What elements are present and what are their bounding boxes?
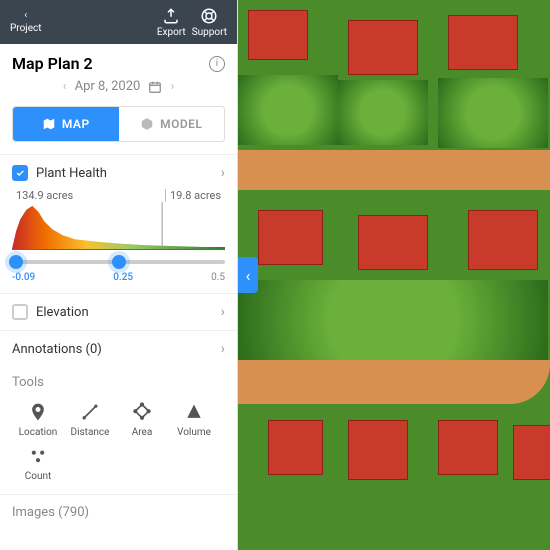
plant-health-histogram: 134.9 acres 19.8 acres (12, 189, 225, 283)
threshold-slider[interactable] (12, 252, 225, 272)
collapse-sidebar-button[interactable]: ‹ (238, 257, 258, 293)
tool-label: Volume (177, 427, 211, 438)
tools-section: Tools Location Distance Area Volume Count (0, 367, 237, 494)
images-label: Images (790) (12, 505, 89, 520)
project-label: Project (10, 23, 42, 34)
project-button[interactable]: ‹ Project (10, 10, 42, 34)
sidebar: ‹ Project Export Support Map Plan 2 i ‹ … (0, 0, 238, 550)
distance-icon (80, 402, 100, 425)
tab-map-label: MAP (62, 117, 90, 131)
calendar-icon[interactable] (148, 80, 162, 94)
support-button[interactable]: Support (192, 7, 227, 38)
histogram-chart (12, 202, 225, 249)
date-next-button[interactable]: › (170, 79, 174, 94)
tool-label: Count (25, 471, 52, 482)
export-button[interactable]: Export (157, 7, 186, 38)
view-tabs: MAP MODEL (12, 106, 225, 142)
tool-label: Area (132, 427, 153, 438)
elevation-label: Elevation (36, 305, 213, 320)
tool-location[interactable]: Location (12, 398, 64, 442)
export-icon (162, 7, 180, 25)
plant-health-label: Plant Health (36, 166, 213, 181)
plant-health-checkbox[interactable] (12, 165, 28, 181)
map-view[interactable]: ‹ (238, 0, 550, 550)
map-icon (42, 117, 56, 131)
header: Map Plan 2 i (0, 44, 237, 77)
annotations-section[interactable]: Annotations (0) › (0, 330, 237, 367)
tool-area[interactable]: Area (116, 398, 168, 442)
cube-icon (140, 117, 154, 131)
slider-labels: -0.09 0.25 0.5 (12, 272, 225, 283)
tool-volume[interactable]: Volume (168, 398, 220, 442)
slider-mid-label: 0.25 (113, 272, 133, 283)
aerial-imagery (238, 0, 550, 550)
chevron-left-icon: ‹ (24, 10, 27, 21)
export-label: Export (157, 27, 186, 38)
tool-distance[interactable]: Distance (64, 398, 116, 442)
slider-max-label: 0.5 (211, 272, 225, 283)
chevron-right-icon: › (221, 165, 225, 181)
volume-icon (184, 402, 204, 425)
tool-label: Distance (71, 427, 110, 438)
chevron-right-icon: › (221, 304, 225, 320)
slider-thumb-mid[interactable] (112, 255, 126, 269)
check-icon (15, 168, 25, 178)
annotations-label: Annotations (0) (12, 342, 213, 357)
images-section[interactable]: Images (790) (0, 494, 237, 530)
support-label: Support (192, 27, 227, 38)
count-icon (28, 446, 48, 469)
info-icon[interactable]: i (209, 56, 225, 72)
chevron-left-icon: ‹ (246, 266, 251, 285)
tab-map[interactable]: MAP (13, 107, 119, 141)
tab-model-label: MODEL (160, 117, 202, 131)
chevron-right-icon: › (221, 341, 225, 357)
plant-health-section: Plant Health › 134.9 acres 19.8 acres (0, 154, 237, 293)
tab-model[interactable]: MODEL (119, 107, 225, 141)
elevation-row[interactable]: Elevation › (12, 304, 225, 320)
elevation-section: Elevation › (0, 293, 237, 330)
topbar: ‹ Project Export Support (0, 0, 237, 44)
date-prev-button[interactable]: ‹ (63, 79, 67, 94)
tool-label: Location (19, 427, 58, 438)
support-icon (200, 7, 218, 25)
elevation-checkbox[interactable] (12, 304, 28, 320)
area-b-label: 19.8 acres (165, 189, 225, 202)
plant-health-row[interactable]: Plant Health › (12, 165, 225, 181)
tool-count[interactable]: Count (12, 442, 64, 486)
tools-title: Tools (12, 375, 225, 390)
date-value: Apr 8, 2020 (75, 79, 141, 94)
slider-min-label: -0.09 (12, 272, 35, 283)
location-icon (28, 402, 48, 425)
page-title: Map Plan 2 (12, 54, 93, 73)
slider-thumb-min[interactable] (9, 255, 23, 269)
area-icon (132, 402, 152, 425)
area-a-label: 134.9 acres (12, 189, 165, 202)
date-selector: ‹ Apr 8, 2020 › (0, 77, 237, 106)
